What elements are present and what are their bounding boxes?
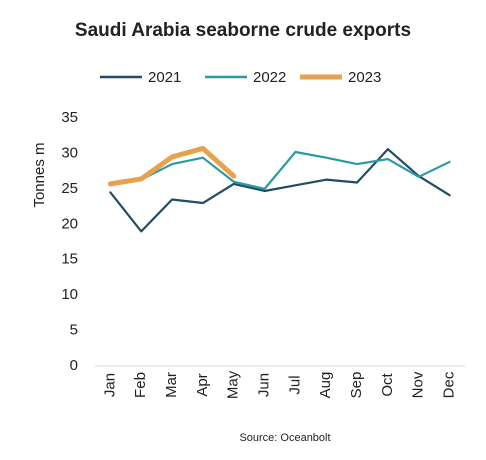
series-line	[109, 150, 451, 190]
source: Source: Oceanbolt	[239, 432, 330, 444]
legend-label: 2023	[348, 69, 381, 86]
series-line	[109, 148, 451, 233]
x-tick-label: Apr	[194, 373, 211, 396]
x-tick-label: Nov	[410, 371, 427, 398]
x-tick-label: Jul	[286, 375, 303, 394]
x-tick-label: Sep	[348, 372, 365, 399]
legend-label: 2021	[148, 69, 181, 86]
y-tick-label: 15	[61, 251, 78, 268]
y-tick-label: 25	[61, 180, 78, 197]
y-tick-label: 20	[61, 215, 78, 232]
x-tick-label: Jun	[256, 373, 273, 397]
x-tick-label: Mar	[163, 372, 180, 398]
x-tick-label: May	[225, 370, 242, 399]
legend-label: 2022	[253, 69, 286, 86]
y-tick-label: 0	[70, 357, 78, 374]
x-tick-label: Dec	[441, 371, 458, 398]
x-tick-label: Feb	[132, 372, 149, 398]
y-tick-label: 10	[61, 286, 78, 303]
x-tick-label: Aug	[317, 372, 334, 399]
y-axis-label: Tonnes m	[31, 142, 48, 207]
y-tick-label: 30	[61, 144, 78, 161]
x-tick-label: Oct	[379, 373, 396, 397]
series-line	[107, 145, 237, 187]
chart-title: Saudi Arabia seaborne crude exports	[75, 20, 411, 41]
y-tick-label: 35	[61, 109, 78, 126]
y-tick-label: 5	[70, 322, 78, 339]
x-tick-label: Jan	[101, 373, 118, 397]
